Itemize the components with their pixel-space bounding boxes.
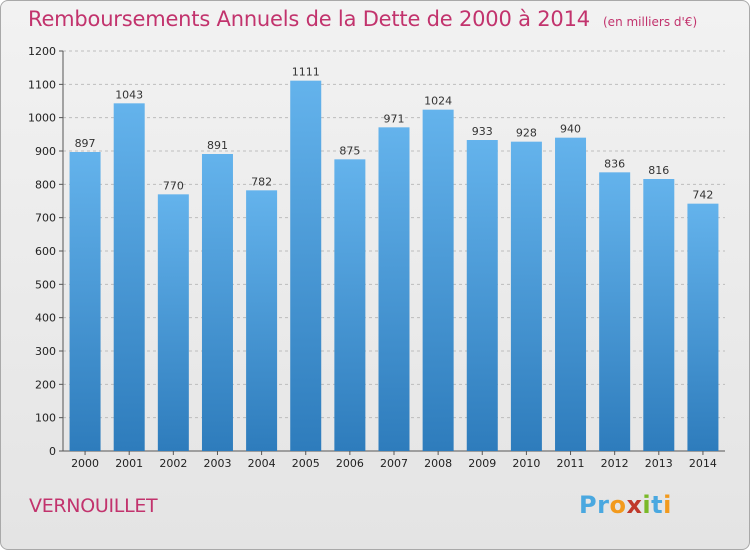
bar (201, 154, 233, 451)
x-tick-label: 2004 (248, 457, 276, 470)
data-label: 933 (472, 125, 493, 138)
y-tick-label: 600 (35, 245, 56, 258)
logo-letter: P (579, 491, 598, 519)
y-tick-label: 1200 (28, 45, 56, 58)
y-tick-label: 700 (35, 212, 56, 225)
x-tick-label: 2007 (380, 457, 408, 470)
y-tick-label: 1000 (28, 112, 56, 125)
data-label: 1111 (292, 66, 320, 79)
bar (290, 80, 322, 452)
data-label: 928 (516, 127, 537, 140)
data-label: 1024 (424, 95, 452, 108)
data-label: 940 (560, 123, 581, 136)
y-tick-label: 100 (35, 412, 56, 425)
bar (378, 127, 410, 451)
bar (69, 152, 101, 451)
title-row: Remboursements Annuels de la Dette de 20… (28, 7, 697, 31)
bar (466, 140, 498, 451)
logo-letter: r (597, 491, 610, 519)
commune-name: VERNOUILLET (29, 495, 158, 517)
data-label: 897 (75, 137, 96, 150)
x-tick-label: 2011 (557, 457, 585, 470)
y-tick-label: 200 (35, 378, 56, 391)
y-tick-label: 300 (35, 345, 56, 358)
bar (555, 137, 587, 451)
bar (687, 203, 719, 451)
logo-letter: i (642, 491, 652, 519)
x-tick-label: 2003 (203, 457, 231, 470)
bar (246, 190, 278, 452)
logo-letter: i (663, 491, 672, 519)
data-labels: 897 1043 770 891 782 1111 875 971 1024 933 928 940 8… (75, 66, 714, 202)
bar (599, 172, 631, 452)
x-tick-label: 2008 (424, 457, 452, 470)
data-label: 836 (604, 157, 625, 170)
x-tick-label: 2012 (601, 457, 629, 470)
data-label: 875 (339, 144, 360, 157)
axes: 0 100 200 300 400 500 600 700 800 900 1000 1100 1200… (28, 45, 725, 470)
x-tick-label: 2006 (336, 457, 364, 470)
bar (643, 179, 675, 451)
bar (334, 159, 366, 452)
chart-unit: (en milliers d'€) (603, 15, 698, 29)
data-label: 770 (163, 179, 184, 192)
bars (69, 80, 719, 452)
logo-letter: o (609, 491, 627, 519)
data-label: 816 (648, 164, 669, 177)
x-tick-label: 2009 (468, 457, 496, 470)
bar (113, 103, 145, 451)
x-tick-label: 2002 (159, 457, 187, 470)
data-label: 891 (207, 139, 228, 152)
x-tick-label: 2014 (689, 457, 717, 470)
logo-letter: x (626, 491, 643, 519)
bar (510, 141, 542, 451)
y-tick-label: 1100 (28, 78, 56, 91)
data-label: 1043 (115, 88, 143, 101)
y-tick-label: 0 (49, 445, 56, 458)
data-label: 742 (692, 189, 713, 202)
logo-letter: t (651, 491, 664, 519)
data-label: 971 (384, 112, 405, 125)
bar (157, 194, 189, 452)
y-tick-label: 400 (35, 312, 56, 325)
x-tick-label: 2005 (292, 457, 320, 470)
y-tick-label: 800 (35, 178, 56, 191)
x-tick-label: 2013 (645, 457, 673, 470)
x-tick-label: 2010 (512, 457, 540, 470)
y-tick-label: 500 (35, 278, 56, 291)
x-tick-label: 2001 (115, 457, 143, 470)
y-tick-label: 900 (35, 145, 56, 158)
bar (422, 109, 454, 452)
chart-title: Remboursements Annuels de la Dette de 20… (28, 7, 590, 31)
proxiti-logo[interactable]: Proxiti (579, 491, 672, 519)
data-label: 782 (251, 175, 272, 188)
x-tick-label: 2000 (71, 457, 99, 470)
